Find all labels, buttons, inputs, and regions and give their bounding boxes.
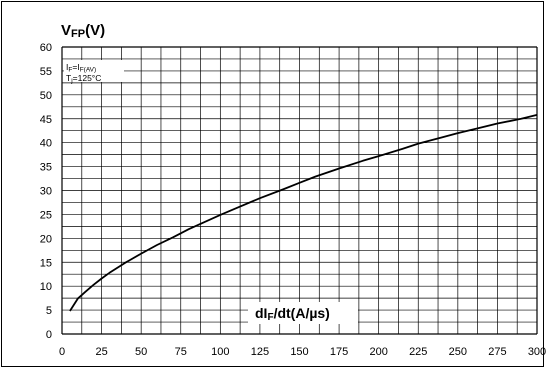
x-tick-label: 225 [409, 346, 427, 358]
y-tick-label: 40 [40, 138, 52, 150]
x-tick-label: 275 [488, 346, 506, 358]
conditions-legend: IF=IF(AV) Tj=125°C [64, 60, 124, 85]
x-tick-label: 300 [528, 346, 546, 358]
series-layer [69, 114, 538, 312]
y-tick-label: 50 [40, 90, 52, 102]
x-tick-label: 100 [211, 346, 229, 358]
y-tick-label: 35 [40, 162, 52, 174]
y-tick-label: 55 [40, 66, 52, 78]
chart-title: VFP(V) [61, 22, 105, 40]
y-tick-label: 15 [40, 257, 52, 269]
x-tick-label: 150 [290, 346, 308, 358]
svg-text:dIF/dt(A/µs): dIF/dt(A/µs) [255, 305, 330, 323]
x-tick-label: 0 [59, 346, 65, 358]
x-tick-label: 25 [95, 346, 107, 358]
y-tick-label: 20 [40, 233, 52, 245]
x-axis-label: dIF/dt(A/µs) [248, 302, 358, 324]
x-tick-label: 200 [369, 346, 387, 358]
x-tick-label: 250 [449, 346, 467, 358]
tick-labels: 0 25 50 75 100 125 150 175 200 225 250 275 300 0 5 10 15… [40, 42, 546, 358]
y-tick-label: 0 [46, 329, 52, 341]
x-tick-label: 125 [251, 346, 269, 358]
x-tick-label: 50 [135, 346, 147, 358]
grid [61, 46, 538, 335]
y-tick-label: 45 [40, 114, 52, 126]
condition-temperature: Tj=125°C [66, 73, 101, 85]
vfp-curve [69, 114, 538, 312]
y-tick-label: 60 [40, 42, 52, 54]
y-tick-label: 30 [40, 186, 52, 198]
y-tick-label: 5 [46, 305, 52, 317]
x-tick-label: 175 [330, 346, 348, 358]
condition-current: IF=IF(AV) [66, 62, 96, 74]
y-tick-label: 25 [40, 209, 52, 221]
x-tick-label: 75 [175, 346, 187, 358]
y-tick-label: 10 [40, 281, 52, 293]
